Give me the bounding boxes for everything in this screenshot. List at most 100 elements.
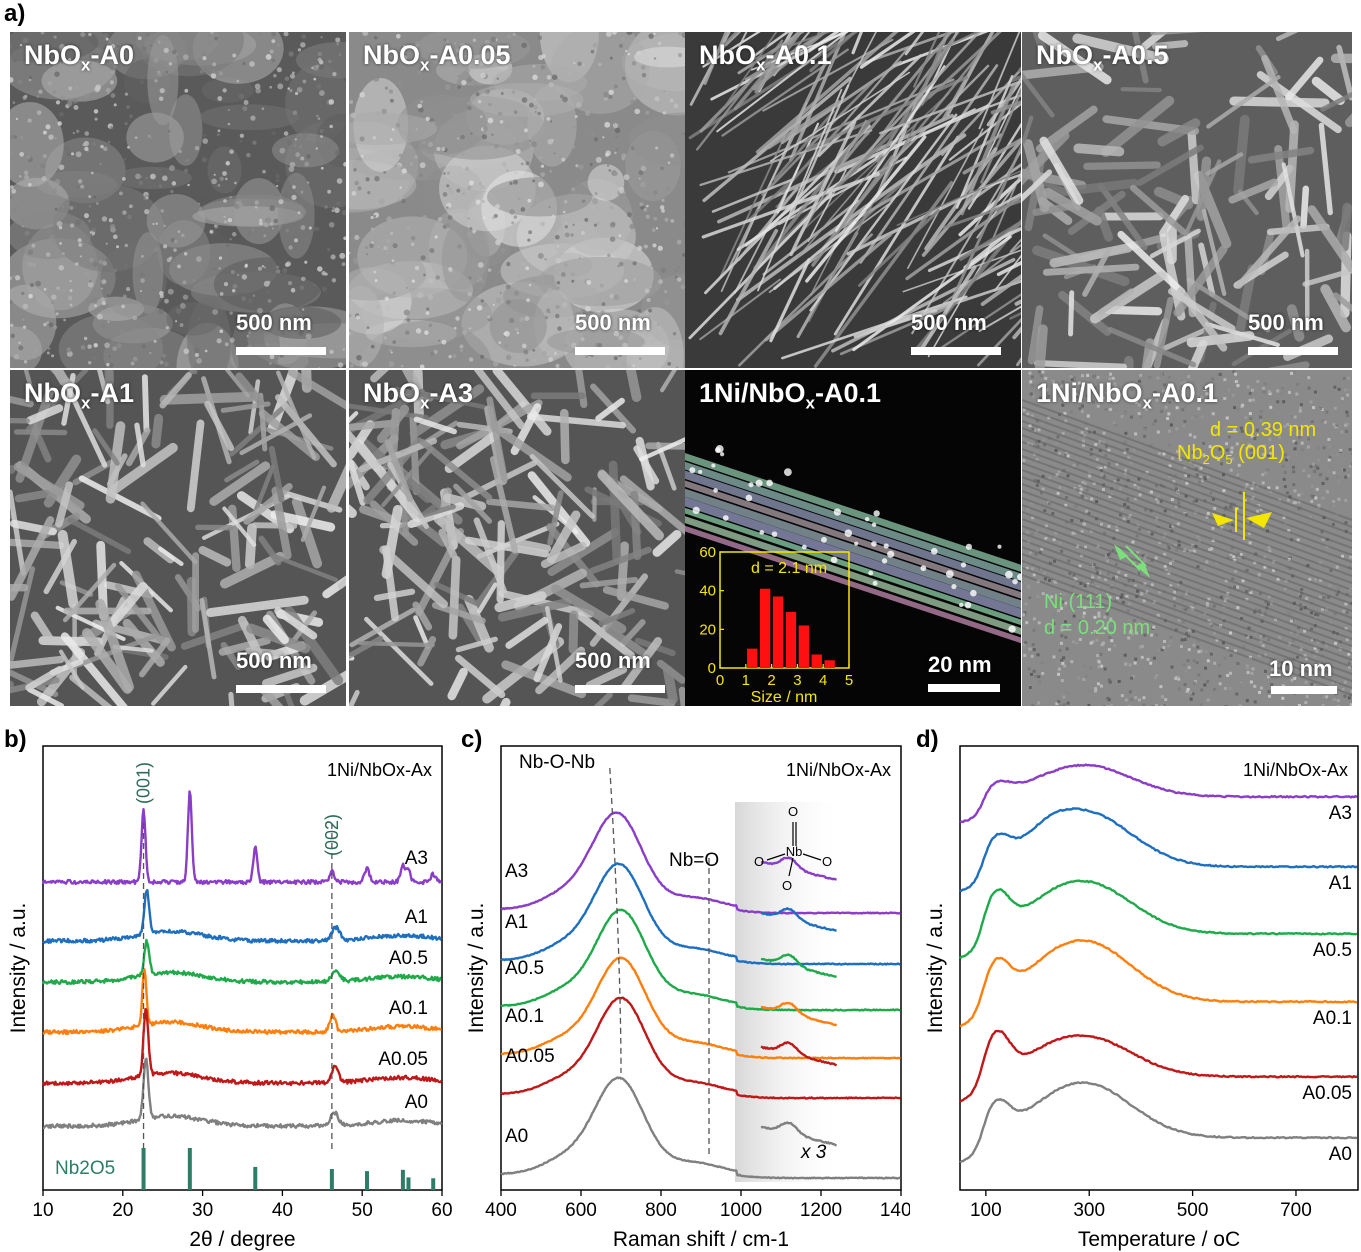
ni-particle — [698, 469, 703, 474]
texture-grain — [446, 184, 450, 188]
nanorod-strand — [67, 517, 132, 555]
texture-grain — [113, 103, 117, 107]
noise-speck — [1047, 416, 1051, 420]
noise-speck — [1086, 582, 1090, 586]
noise-speck — [1077, 381, 1081, 385]
title-base: NbO — [1036, 40, 1093, 70]
noise-speck — [1050, 595, 1054, 599]
bond — [766, 853, 786, 861]
noise-speck — [1230, 446, 1234, 450]
texture-grain — [574, 114, 578, 119]
noise-speck — [1304, 680, 1308, 684]
noise-speck — [1163, 564, 1167, 568]
texture-grain — [227, 108, 230, 112]
title-rest: -A0.1 — [765, 40, 832, 70]
noise-speck — [1168, 464, 1172, 468]
noise-speck — [1027, 667, 1031, 671]
noise-speck — [1137, 486, 1141, 490]
noise-speck — [1194, 499, 1198, 503]
noise-speck — [1173, 483, 1177, 487]
nanorod-strand — [413, 615, 431, 649]
bond — [788, 857, 794, 877]
noise-speck — [1127, 597, 1131, 601]
texture-grain — [223, 215, 226, 218]
texture-grain — [287, 281, 293, 286]
texture-grain — [83, 213, 90, 219]
raman-x3-inset-A3 — [760, 856, 837, 881]
texture-grain — [390, 351, 393, 354]
fringe-line — [1022, 434, 1352, 556]
noise-speck — [1048, 561, 1052, 565]
texture-grain — [32, 102, 38, 108]
texture-grain — [36, 95, 40, 98]
texture-grain — [469, 132, 473, 135]
noise-speck — [1034, 674, 1038, 678]
noise-speck — [1048, 578, 1052, 582]
noise-speck — [1095, 567, 1099, 571]
nanorod-line — [685, 453, 1021, 572]
texture-grain — [295, 152, 301, 158]
noise-speck — [1052, 537, 1056, 541]
texture-grain — [33, 165, 36, 168]
texture-grain — [442, 192, 448, 197]
texture-grain — [229, 238, 232, 241]
texture-grain — [149, 44, 152, 47]
texture-grain — [551, 139, 554, 142]
texture-grain — [107, 337, 111, 342]
nanorod-strand — [486, 396, 508, 483]
noise-speck — [1222, 473, 1226, 477]
noise-speck — [1040, 547, 1044, 551]
texture-grain — [229, 311, 233, 315]
ni-particle — [766, 479, 773, 487]
noise-speck — [1030, 501, 1034, 505]
texture-grain — [552, 214, 555, 217]
ni-particle — [748, 482, 754, 488]
noise-speck — [1235, 507, 1239, 511]
noise-speck — [1335, 424, 1339, 428]
noise-speck — [1028, 551, 1032, 555]
noise-speck — [1035, 419, 1039, 423]
texture-grain — [555, 304, 560, 309]
noise-speck — [1157, 494, 1161, 498]
noise-speck — [1159, 685, 1163, 689]
noise-speck — [1045, 389, 1049, 393]
noise-speck — [1156, 527, 1160, 531]
noise-speck — [1024, 441, 1028, 445]
nanorod-strand — [645, 442, 685, 450]
noise-speck — [1183, 405, 1187, 409]
noise-speck — [1129, 461, 1133, 465]
texture-grain — [259, 33, 262, 36]
texture-grain — [166, 257, 172, 263]
noise-speck — [1281, 696, 1285, 700]
texture-grain — [10, 43, 13, 49]
noise-speck — [1340, 430, 1344, 434]
noise-speck — [1147, 529, 1151, 533]
reference-stick — [187, 1148, 192, 1190]
texture-grain — [466, 68, 471, 73]
texture-grain — [239, 133, 245, 138]
texture-grain — [28, 78, 32, 82]
noise-speck — [1093, 615, 1097, 619]
noise-speck — [1128, 690, 1132, 694]
texture-grain — [396, 164, 402, 170]
x-tick-label: 10 — [32, 1200, 53, 1221]
texture-grain — [632, 261, 637, 266]
texture-grain — [236, 80, 239, 83]
noise-speck — [1098, 440, 1102, 444]
noise-speck — [1298, 406, 1302, 410]
texture-grain — [132, 356, 138, 362]
texture-grain — [457, 85, 461, 89]
texture-grain — [75, 262, 79, 266]
nanorod-strand — [1132, 32, 1149, 84]
nanorod-strand — [589, 573, 648, 647]
texture-grain — [590, 205, 595, 210]
texture-grain — [296, 86, 303, 93]
noise-speck — [1345, 378, 1349, 382]
texture-grain — [123, 263, 128, 268]
noise-speck — [1031, 395, 1035, 399]
noise-speck — [1230, 450, 1234, 454]
texture-grain — [562, 96, 568, 103]
texture-grain — [104, 50, 108, 55]
texture-grain — [127, 145, 130, 149]
noise-speck — [1127, 456, 1131, 460]
